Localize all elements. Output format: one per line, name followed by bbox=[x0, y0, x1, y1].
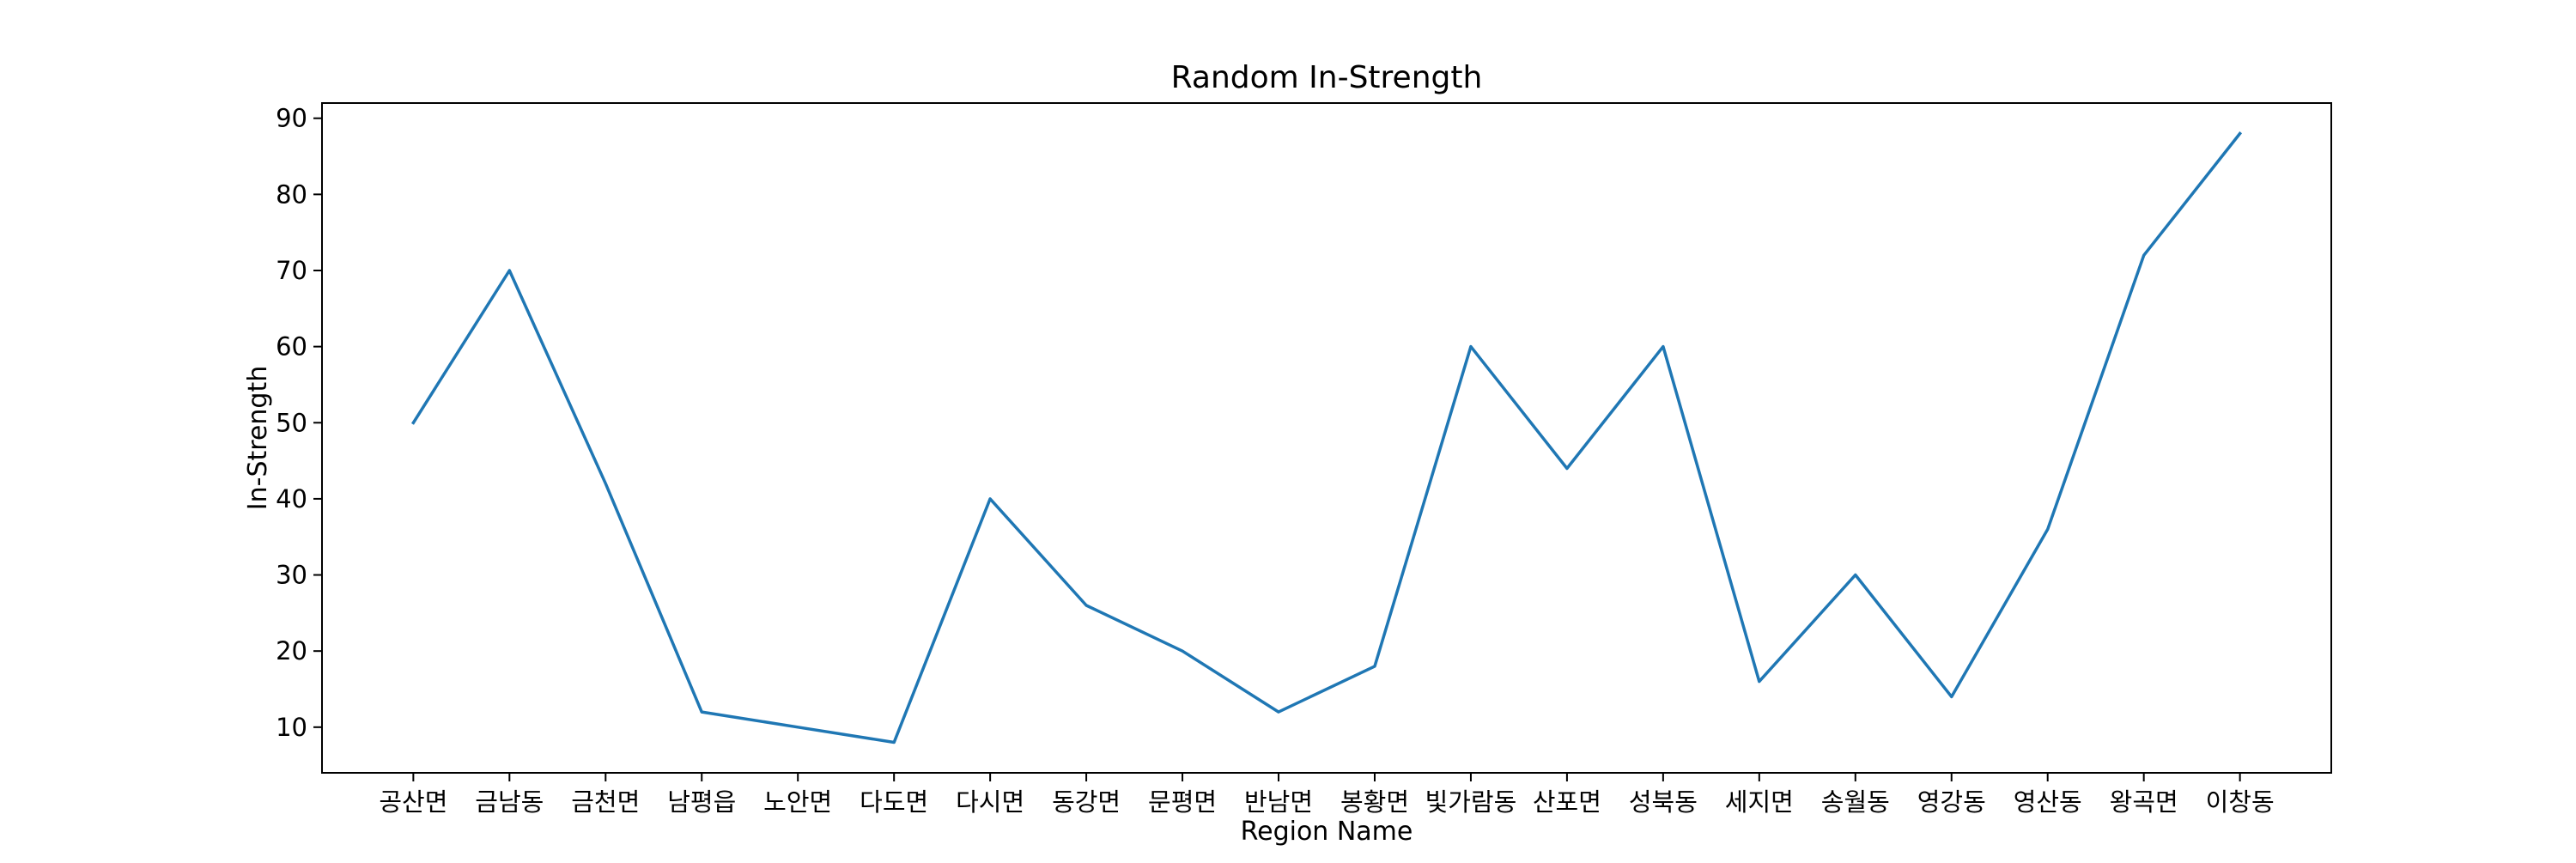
x-tick-label: 동강면 bbox=[1052, 787, 1121, 817]
y-tick-label: 10 bbox=[276, 713, 307, 742]
series-line bbox=[410, 131, 2243, 744]
x-tick-label: 세지면 bbox=[1725, 787, 1794, 817]
x-tick-label: 금천면 bbox=[571, 787, 640, 817]
x-axis: 공산면 금남동 금천면 남평읍 노안면 다도면 다시면 동강면 문평면 반남면 봉황면 빛가람동 산포면… bbox=[379, 773, 2275, 817]
plot-area-frame bbox=[321, 102, 2332, 774]
y-tick-label: 60 bbox=[276, 332, 307, 362]
chart-title: Random In-Strength bbox=[1171, 60, 1483, 95]
x-tick-label: 빛가람동 bbox=[1425, 787, 1517, 817]
x-tick-label: 남평읍 bbox=[667, 787, 736, 817]
x-tick-label: 공산면 bbox=[379, 787, 447, 817]
y-tick-label: 50 bbox=[276, 408, 307, 437]
series-layer bbox=[410, 131, 2243, 744]
x-tick-label: 봉황면 bbox=[1340, 787, 1409, 817]
y-tick-label: 20 bbox=[276, 636, 307, 665]
x-tick-label: 문평면 bbox=[1148, 787, 1217, 817]
x-tick-label: 산포면 bbox=[1533, 787, 1601, 817]
y-tick-label: 90 bbox=[276, 104, 307, 133]
y-tick-label: 80 bbox=[276, 179, 307, 209]
x-tick-label: 영강동 bbox=[1917, 787, 1986, 817]
y-axis: 10 20 30 40 50 60 70 80 90 bbox=[276, 104, 322, 742]
x-tick-label: 왕곡면 bbox=[2110, 787, 2178, 817]
y-axis-label: In-Strength bbox=[243, 366, 273, 510]
x-tick-label: 금남동 bbox=[475, 787, 544, 817]
x-tick-label: 다도면 bbox=[860, 787, 928, 817]
y-tick-label: 70 bbox=[276, 256, 307, 285]
x-tick-label: 반남면 bbox=[1244, 787, 1313, 817]
x-tick-label: 성북동 bbox=[1629, 787, 1698, 817]
x-tick-label: 송월동 bbox=[1821, 787, 1890, 817]
x-tick-label: 영산동 bbox=[2014, 787, 2082, 817]
x-tick-label: 다시면 bbox=[956, 787, 1024, 817]
y-tick-label: 30 bbox=[276, 561, 307, 590]
x-axis-label: Region Name bbox=[1241, 817, 1413, 847]
x-tick-label: 이창동 bbox=[2206, 787, 2275, 817]
x-tick-label: 노안면 bbox=[763, 787, 832, 817]
y-tick-label: 40 bbox=[276, 484, 307, 514]
